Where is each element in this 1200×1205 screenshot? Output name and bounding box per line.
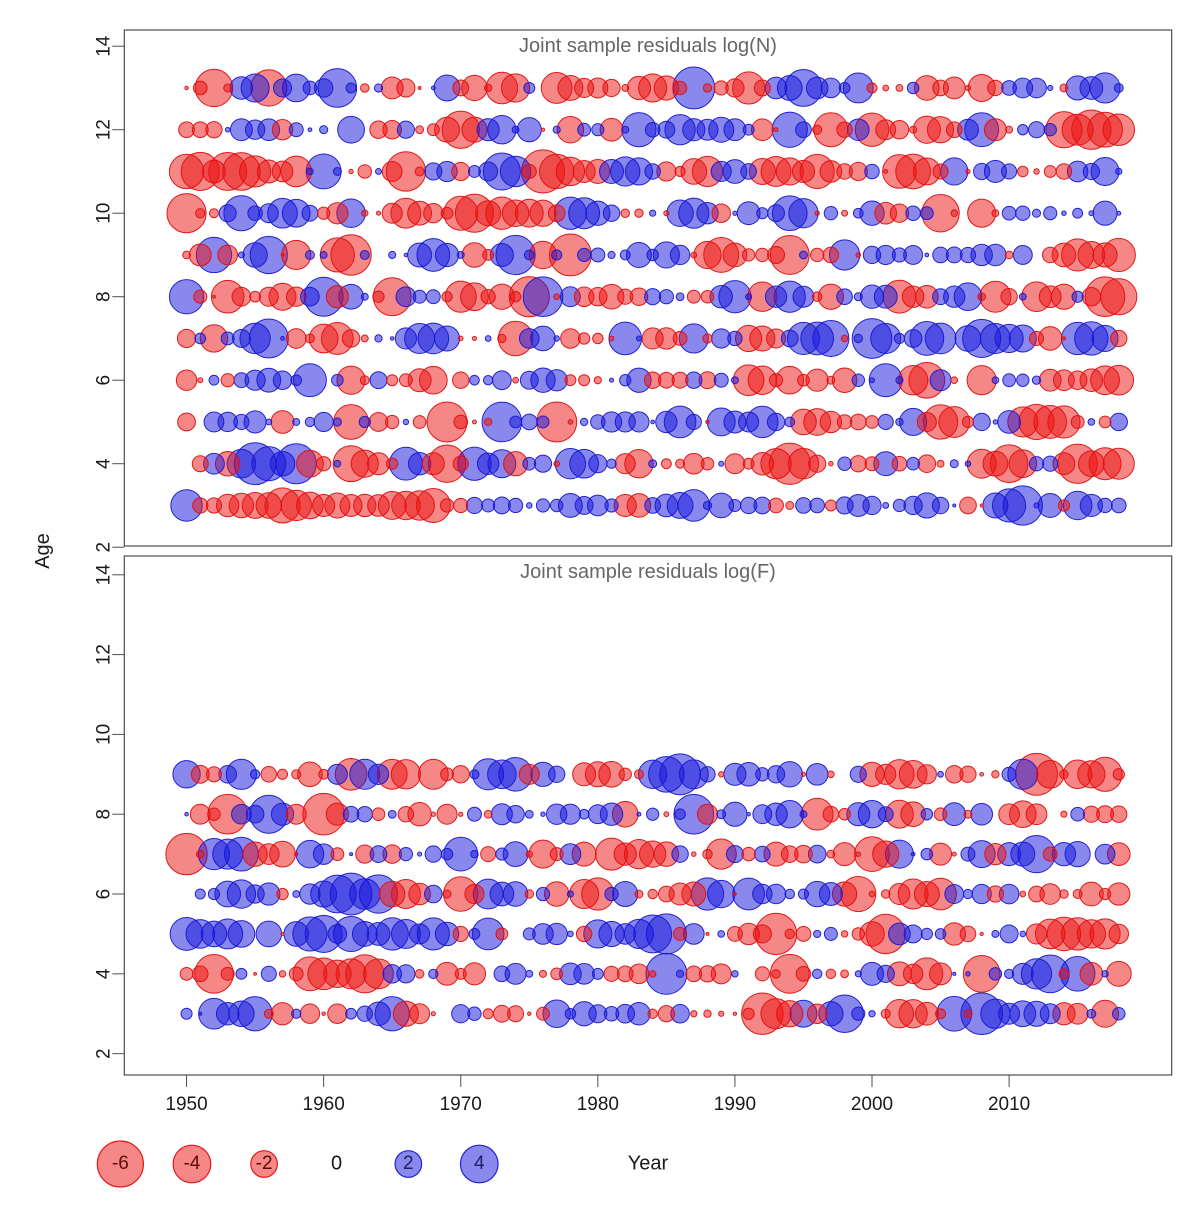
svg-text:14: 14: [93, 564, 114, 586]
svg-text:4: 4: [93, 968, 114, 979]
svg-text:1980: 1980: [577, 1094, 619, 1115]
svg-text:Joint sample residuals log(N): Joint sample residuals log(N): [519, 35, 777, 57]
svg-text:10: 10: [93, 724, 114, 745]
svg-text:10: 10: [93, 203, 114, 224]
svg-text:Year: Year: [628, 1152, 669, 1174]
svg-text:1970: 1970: [440, 1094, 482, 1115]
svg-text:-4: -4: [183, 1153, 200, 1174]
svg-text:-6: -6: [112, 1153, 129, 1174]
svg-text:6: 6: [93, 375, 114, 386]
svg-text:4: 4: [93, 458, 114, 469]
svg-text:2: 2: [93, 542, 114, 553]
svg-text:12: 12: [93, 119, 114, 140]
svg-text:6: 6: [93, 889, 114, 900]
svg-text:0: 0: [331, 1152, 342, 1174]
svg-text:4: 4: [474, 1153, 485, 1174]
svg-text:1960: 1960: [303, 1094, 345, 1115]
svg-text:2000: 2000: [851, 1094, 893, 1115]
svg-text:8: 8: [93, 809, 114, 820]
svg-text:14: 14: [93, 35, 114, 57]
svg-text:1950: 1950: [165, 1094, 207, 1115]
svg-text:-2: -2: [256, 1153, 273, 1174]
svg-text:Age: Age: [32, 533, 54, 569]
svg-text:8: 8: [93, 291, 114, 302]
svg-text:2010: 2010: [988, 1094, 1030, 1115]
svg-text:12: 12: [93, 644, 114, 665]
svg-text:Joint sample residuals log(F): Joint sample residuals log(F): [520, 561, 776, 583]
svg-text:2: 2: [93, 1048, 114, 1059]
svg-text:1990: 1990: [714, 1094, 756, 1115]
svg-text:2: 2: [403, 1153, 414, 1174]
